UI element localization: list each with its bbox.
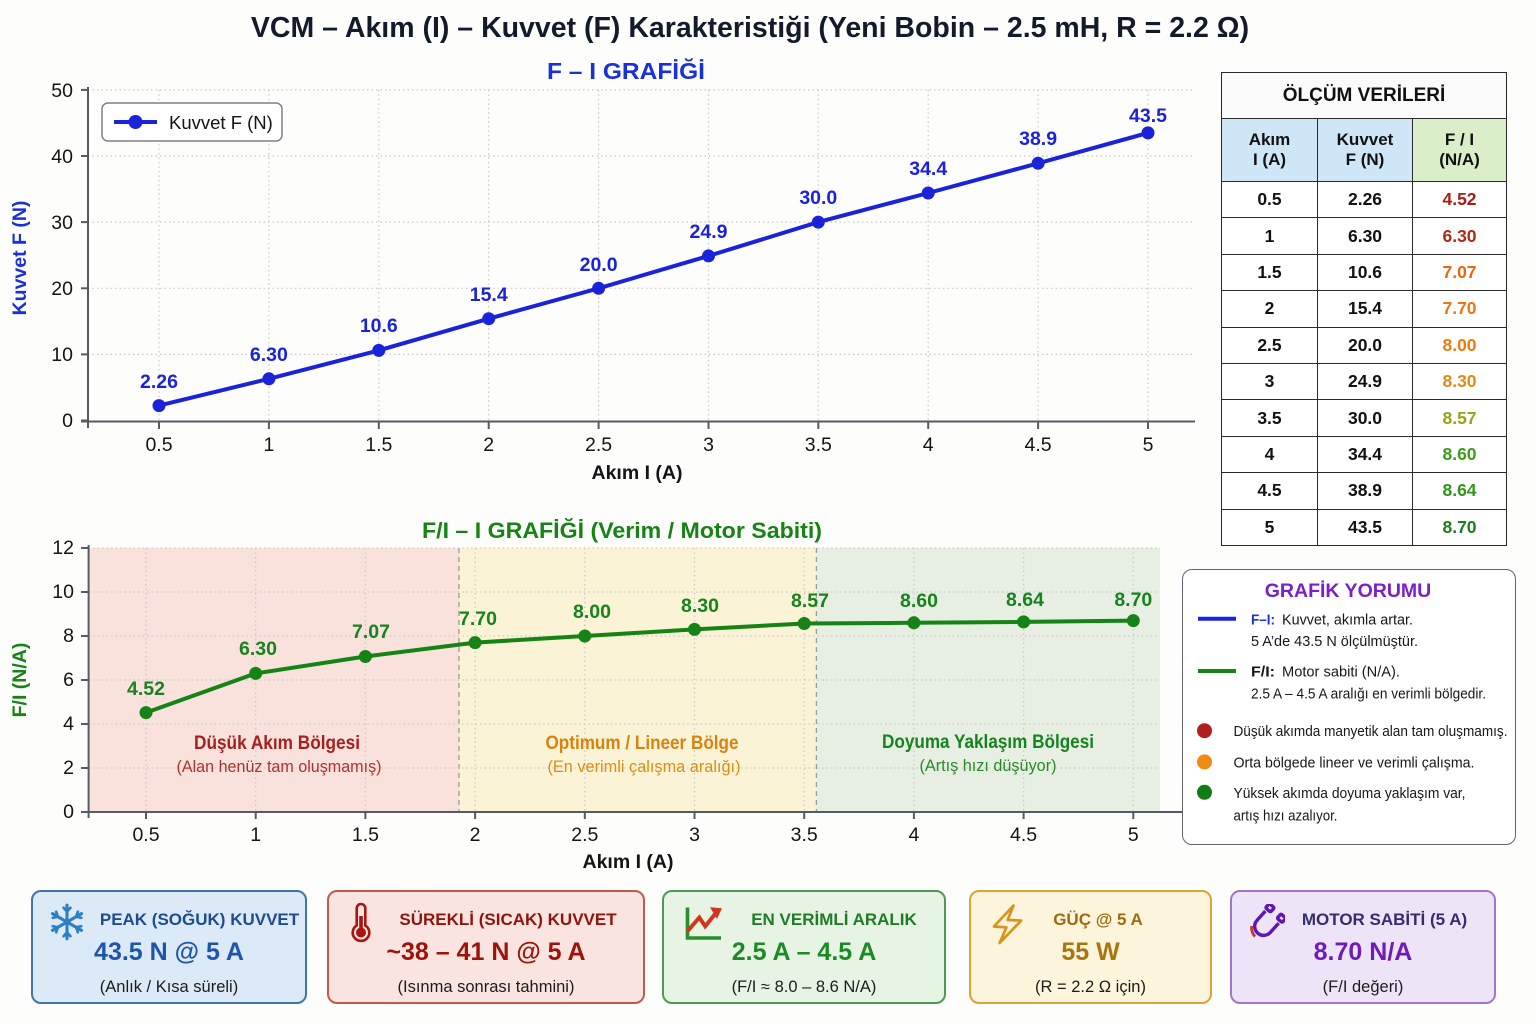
svg-text:Akım I (A): Akım I (A) <box>582 851 673 873</box>
svg-text:6.30: 6.30 <box>250 344 288 366</box>
svg-text:6: 6 <box>63 669 74 691</box>
svg-text:2: 2 <box>483 434 494 456</box>
svg-text:3.5: 3.5 <box>805 434 832 456</box>
svg-text:Düşük Akım Bölgesi: Düşük Akım Bölgesi <box>194 732 360 754</box>
svg-text:(Artış hızı düşüyor): (Artış hızı düşüyor) <box>920 757 1057 775</box>
svg-text:34.4: 34.4 <box>909 158 947 180</box>
svg-text:4: 4 <box>923 434 934 456</box>
svg-text:10.6: 10.6 <box>360 315 398 337</box>
svg-text:Orta bölgede lineer ve verimli: Orta bölgede lineer ve verimli çalışma. <box>1234 754 1475 771</box>
svg-text:Akım I (A): Akım I (A) <box>591 462 682 484</box>
svg-text:0: 0 <box>63 801 74 823</box>
svg-text:8.57: 8.57 <box>791 590 829 612</box>
svg-text:Optimum / Lineer Bölge: Optimum / Lineer Bölge <box>546 732 739 754</box>
svg-text:5: 5 <box>1143 434 1154 456</box>
svg-text:1.5: 1.5 <box>352 824 379 846</box>
svg-text:0: 0 <box>62 410 73 432</box>
svg-text:24.9: 24.9 <box>690 221 728 243</box>
svg-text:4.52: 4.52 <box>127 678 165 700</box>
svg-text:1: 1 <box>263 434 274 456</box>
svg-text:8.64: 8.64 <box>1006 589 1044 611</box>
svg-text:F/I:Motor sabiti (N/A).: F/I: Motor sabiti (N/A). <box>1251 664 1400 681</box>
svg-text:(Alan henüz tam oluşmamış): (Alan henüz tam oluşmamış) <box>177 758 382 776</box>
svg-text:F–I:Kuvvet, akımla artar.: F–I: Kuvvet, akımla artar. <box>1251 611 1413 628</box>
svg-text:2.5: 2.5 <box>585 434 612 456</box>
svg-text:2.5 A – 4.5 A aralığı en verim: 2.5 A – 4.5 A aralığı en verimli bölgedi… <box>1251 685 1486 702</box>
svg-text:8.00: 8.00 <box>573 601 611 623</box>
svg-text:10: 10 <box>52 581 74 603</box>
svg-text:3.5: 3.5 <box>791 824 818 846</box>
svg-text:20: 20 <box>51 278 73 300</box>
svg-text:Doyuma Yaklaşım Bölgesi: Doyuma Yaklaşım Bölgesi <box>882 731 1094 753</box>
svg-text:5: 5 <box>1128 824 1139 846</box>
svg-text:8.60: 8.60 <box>900 590 938 612</box>
svg-text:F/I (N/A): F/I (N/A) <box>9 643 31 718</box>
svg-text:2.5: 2.5 <box>571 824 598 846</box>
svg-text:50: 50 <box>51 80 73 102</box>
svg-text:38.9: 38.9 <box>1019 128 1057 150</box>
svg-text:1.5: 1.5 <box>365 434 392 456</box>
svg-text:2: 2 <box>63 757 74 779</box>
svg-text:F – I GRAFİĞİ: F – I GRAFİĞİ <box>547 57 705 84</box>
svg-text:8.70: 8.70 <box>1114 589 1152 611</box>
svg-text:1: 1 <box>250 824 261 846</box>
svg-text:F/I – I GRAFİĞİ (Verim / Motor: F/I – I GRAFİĞİ (Verim / Motor Sabiti) <box>422 518 822 543</box>
svg-text:43.5: 43.5 <box>1129 105 1167 127</box>
svg-text:0.5: 0.5 <box>145 434 172 456</box>
svg-text:7.07: 7.07 <box>352 621 390 643</box>
svg-text:10: 10 <box>51 344 73 366</box>
svg-text:GRAFİK YORUMU: GRAFİK YORUMU <box>1265 579 1431 602</box>
svg-text:2.26: 2.26 <box>140 371 178 393</box>
svg-text:30: 30 <box>51 212 73 234</box>
svg-text:3: 3 <box>703 434 714 456</box>
svg-text:2: 2 <box>470 824 481 846</box>
svg-text:4.5: 4.5 <box>1010 824 1037 846</box>
svg-text:5 A’de 43.5 N ölçülmüştür.: 5 A’de 43.5 N ölçülmüştür. <box>1251 633 1418 650</box>
svg-text:(En verimli çalışma aralığı): (En verimli çalışma aralığı) <box>548 758 741 776</box>
svg-text:8.30: 8.30 <box>681 595 719 617</box>
svg-text:Kuvvet F (N): Kuvvet F (N) <box>9 201 31 316</box>
svg-text:30.0: 30.0 <box>799 187 837 209</box>
svg-text:Kuvvet F (N): Kuvvet F (N) <box>169 112 273 133</box>
svg-text:Yüksek akımda doyuma yaklaşım: Yüksek akımda doyuma yaklaşım var, <box>1234 785 1466 802</box>
svg-text:artış hızı azalıyor.: artış hızı azalıyor. <box>1234 808 1338 825</box>
svg-text:0.5: 0.5 <box>132 824 159 846</box>
svg-text:3: 3 <box>689 824 700 846</box>
svg-text:4: 4 <box>908 824 919 846</box>
svg-text:7.70: 7.70 <box>459 608 497 630</box>
svg-text:4.5: 4.5 <box>1025 434 1052 456</box>
svg-text:12: 12 <box>52 537 74 559</box>
svg-text:6.30: 6.30 <box>239 638 277 660</box>
svg-text:20.0: 20.0 <box>580 254 618 276</box>
svg-text:8: 8 <box>63 625 74 647</box>
svg-text:Düşük akımda manyetik alan tam: Düşük akımda manyetik alan tam oluşmamış… <box>1234 723 1508 740</box>
svg-text:4: 4 <box>63 713 74 735</box>
svg-text:15.4: 15.4 <box>470 284 508 306</box>
svg-text:40: 40 <box>51 146 73 168</box>
